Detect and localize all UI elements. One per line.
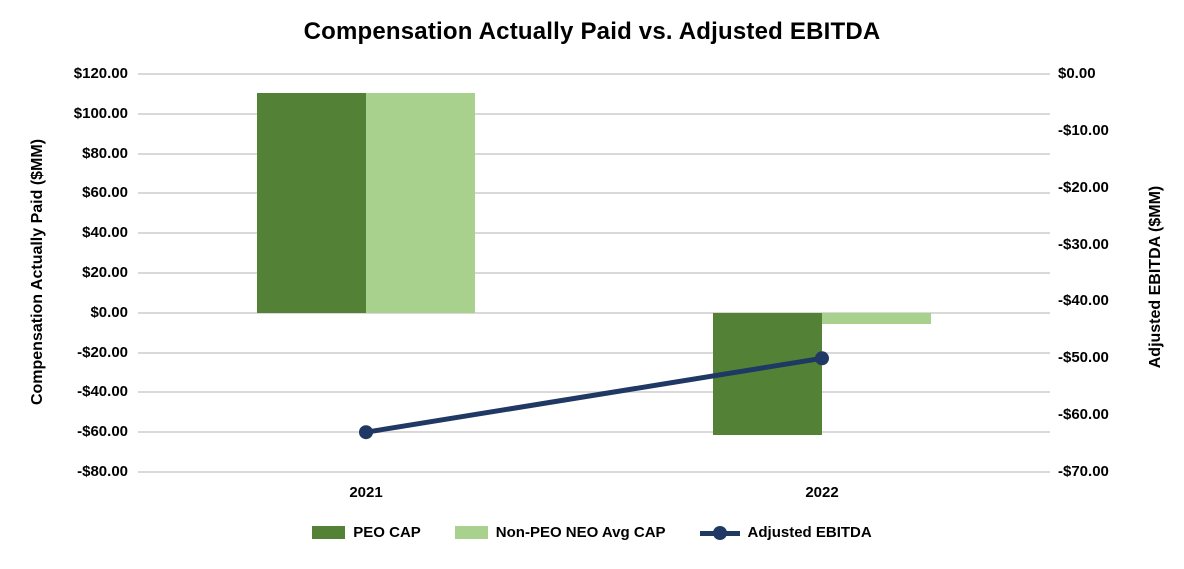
legend-swatch-non-peo-neo-avg-cap (454, 526, 488, 539)
right-axis-tick-label: $0.00 (1058, 65, 1096, 82)
gridline (138, 311, 1050, 314)
plot-area (138, 73, 1050, 473)
right-axis-tick-label: -$30.00 (1058, 235, 1109, 253)
line-marker-adjusted-ebitda (359, 425, 373, 440)
left-axis-tick-label: $20.00 (82, 264, 128, 281)
gridline (138, 272, 1050, 274)
left-axis-tick-label: $100.00 (73, 104, 128, 122)
bar-peo-cap-2021 (257, 92, 366, 313)
gridline (138, 152, 1050, 155)
legend-label: PEO CAP (353, 524, 421, 541)
right-axis-title: Adjusted EBITDA ($MM) (1147, 185, 1164, 369)
left-axis-tick-label: -$80.00 (77, 463, 128, 480)
gridline (138, 112, 1050, 115)
left-axis-tick-label: $60.00 (82, 184, 128, 202)
gridline (138, 391, 1050, 394)
left-axis-tick-label: -$20.00 (77, 343, 128, 361)
gridline (138, 232, 1050, 235)
legend-line-marker (712, 525, 727, 540)
legend-label: Non-PEO NEO Avg CAP (495, 524, 666, 541)
legend-item-adjusted-ebitda: Adjusted EBITDA (699, 524, 872, 541)
gridline (138, 73, 1050, 75)
right-axis-tick-label: -$10.00 (1058, 121, 1109, 139)
legend-item-non-peo-neo-avg-cap: Non-PEO NEO Avg CAP (454, 524, 666, 541)
gridline (138, 431, 1050, 434)
chart-title: Compensation Actually Paid vs. Adjusted … (303, 18, 881, 45)
left-axis-tick-label: $80.00 (82, 144, 128, 162)
gridline (138, 192, 1050, 195)
gridline (138, 351, 1050, 354)
left-axis-tick-label: $0.00 (90, 303, 128, 321)
gridline (138, 471, 1050, 473)
line-layer (359, 351, 829, 440)
right-axis-tick-label: -$40.00 (1058, 292, 1109, 310)
legend-item-peo-cap: PEO CAP (312, 524, 421, 541)
left-axis-tick-label: $120.00 (73, 65, 128, 82)
left-axis-tick-label: -$40.00 (77, 383, 128, 401)
legend: PEO CAP Non-PEO NEO Avg CAP Adjusted EBITD… (0, 524, 1184, 541)
left-axis-tick-label: $40.00 (82, 224, 128, 242)
bar-non-peo-neo-avg-cap-2021 (366, 92, 475, 313)
legend-label: Adjusted EBITDA (747, 524, 872, 541)
right-axis-tick-label: -$20.00 (1058, 178, 1109, 196)
left-axis-tick-label: -$60.00 (77, 423, 128, 441)
bar-non-peo-neo-avg-cap-2022 (822, 312, 931, 324)
legend-swatch-adjusted-ebitda (699, 525, 740, 540)
category-label: 2021 (349, 484, 383, 501)
right-axis-tick-label: -$50.00 (1058, 349, 1109, 367)
right-axis-tick-label: -$70.00 (1058, 463, 1109, 480)
line-marker-adjusted-ebitda (815, 351, 829, 366)
category-label: 2022 (805, 484, 839, 501)
right-axis-tick-label: -$60.00 (1058, 406, 1109, 424)
line-adjusted-ebitda (365, 355, 823, 435)
legend-swatch-peo-cap (312, 526, 346, 539)
